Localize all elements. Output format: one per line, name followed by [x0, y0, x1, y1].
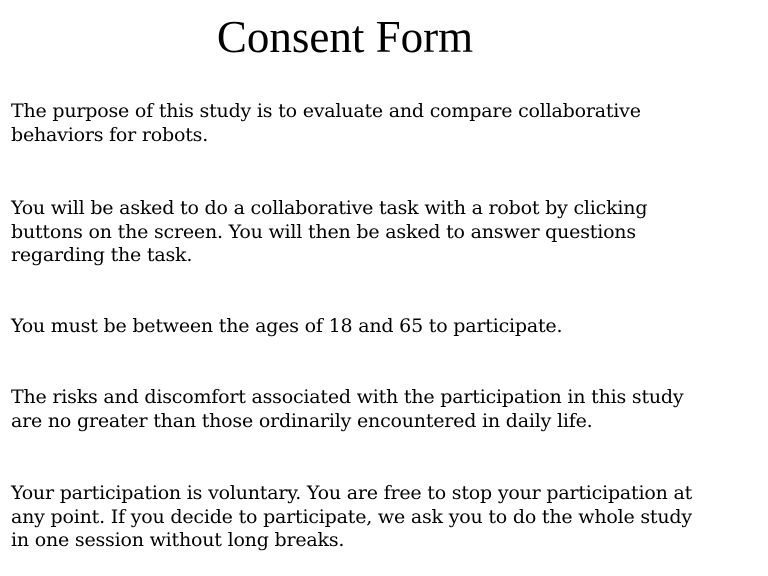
voluntary-paragraph: Your participation is voluntary. You are… [11, 482, 761, 553]
paragraph-line: behaviors for robots. [11, 123, 209, 146]
paragraph-line: The risks and discomfort associated with… [11, 386, 684, 408]
purpose-paragraph: The purpose of this study is to evaluate… [11, 100, 761, 147]
age-requirement-paragraph: You must be between the ages of 18 and 6… [11, 315, 761, 339]
paragraph-line: buttons on the screen. You will then be … [11, 220, 636, 243]
paragraph-line: are no greater than those ordinarily enc… [11, 409, 593, 432]
paragraph-line: regarding the task. [11, 244, 193, 266]
page-title: Consent Form [216, 12, 474, 62]
paragraph-line: You will be asked to do a collaborative … [11, 197, 648, 219]
risks-paragraph: The risks and discomfort associated with… [11, 386, 761, 433]
paragraph-line: any point. If you decide to participate,… [11, 505, 692, 528]
paragraph-line: Your participation is voluntary. You are… [11, 482, 693, 504]
paragraph-line: You must be between the ages of 18 and 6… [11, 315, 563, 337]
paragraph-line: The purpose of this study is to evaluate… [11, 100, 641, 122]
task-paragraph: You will be asked to do a collaborative … [11, 197, 761, 268]
paragraph-line: in one session without long breaks. [11, 529, 345, 551]
